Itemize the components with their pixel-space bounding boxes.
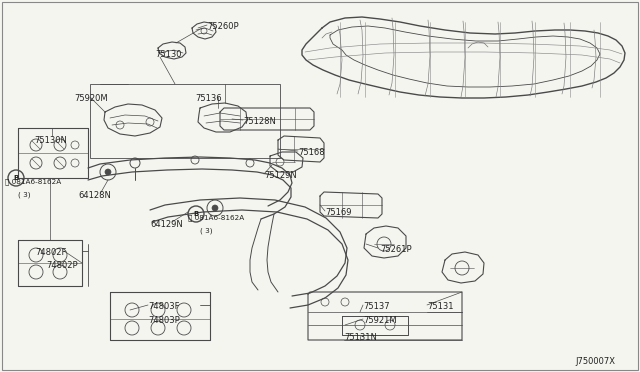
Text: 75169: 75169 — [325, 208, 351, 217]
Text: 75260P: 75260P — [207, 22, 239, 31]
Text: 75137: 75137 — [363, 302, 390, 311]
Text: 64129N: 64129N — [150, 220, 183, 229]
Text: 75136: 75136 — [195, 94, 221, 103]
Text: 75921M: 75921M — [363, 316, 397, 325]
Text: 75261P: 75261P — [380, 245, 412, 254]
Circle shape — [212, 205, 218, 211]
Circle shape — [105, 169, 111, 175]
Text: 74802P: 74802P — [46, 261, 77, 270]
Text: 74803P: 74803P — [148, 316, 180, 325]
Text: 74802F: 74802F — [35, 248, 67, 257]
Text: Ⓑ 081A6-8162A: Ⓑ 081A6-8162A — [188, 214, 244, 221]
Text: 75128N: 75128N — [243, 117, 276, 126]
Bar — [90, 84, 280, 158]
Text: 74803F: 74803F — [148, 302, 179, 311]
Text: B: B — [13, 175, 19, 181]
Text: B: B — [193, 211, 198, 217]
Text: J750007X: J750007X — [575, 357, 615, 366]
Text: 75130N: 75130N — [34, 136, 67, 145]
Text: 75920M: 75920M — [74, 94, 108, 103]
Text: 75131N: 75131N — [344, 333, 377, 342]
Text: Ⓑ 081A6-8162A: Ⓑ 081A6-8162A — [5, 178, 61, 185]
Text: ( 3): ( 3) — [200, 227, 212, 234]
Text: 75131: 75131 — [427, 302, 454, 311]
Text: 75129N: 75129N — [264, 171, 297, 180]
Text: 75168: 75168 — [298, 148, 324, 157]
Text: 75130: 75130 — [155, 50, 182, 59]
Text: ( 3): ( 3) — [18, 191, 31, 198]
Text: 64128N: 64128N — [78, 191, 111, 200]
